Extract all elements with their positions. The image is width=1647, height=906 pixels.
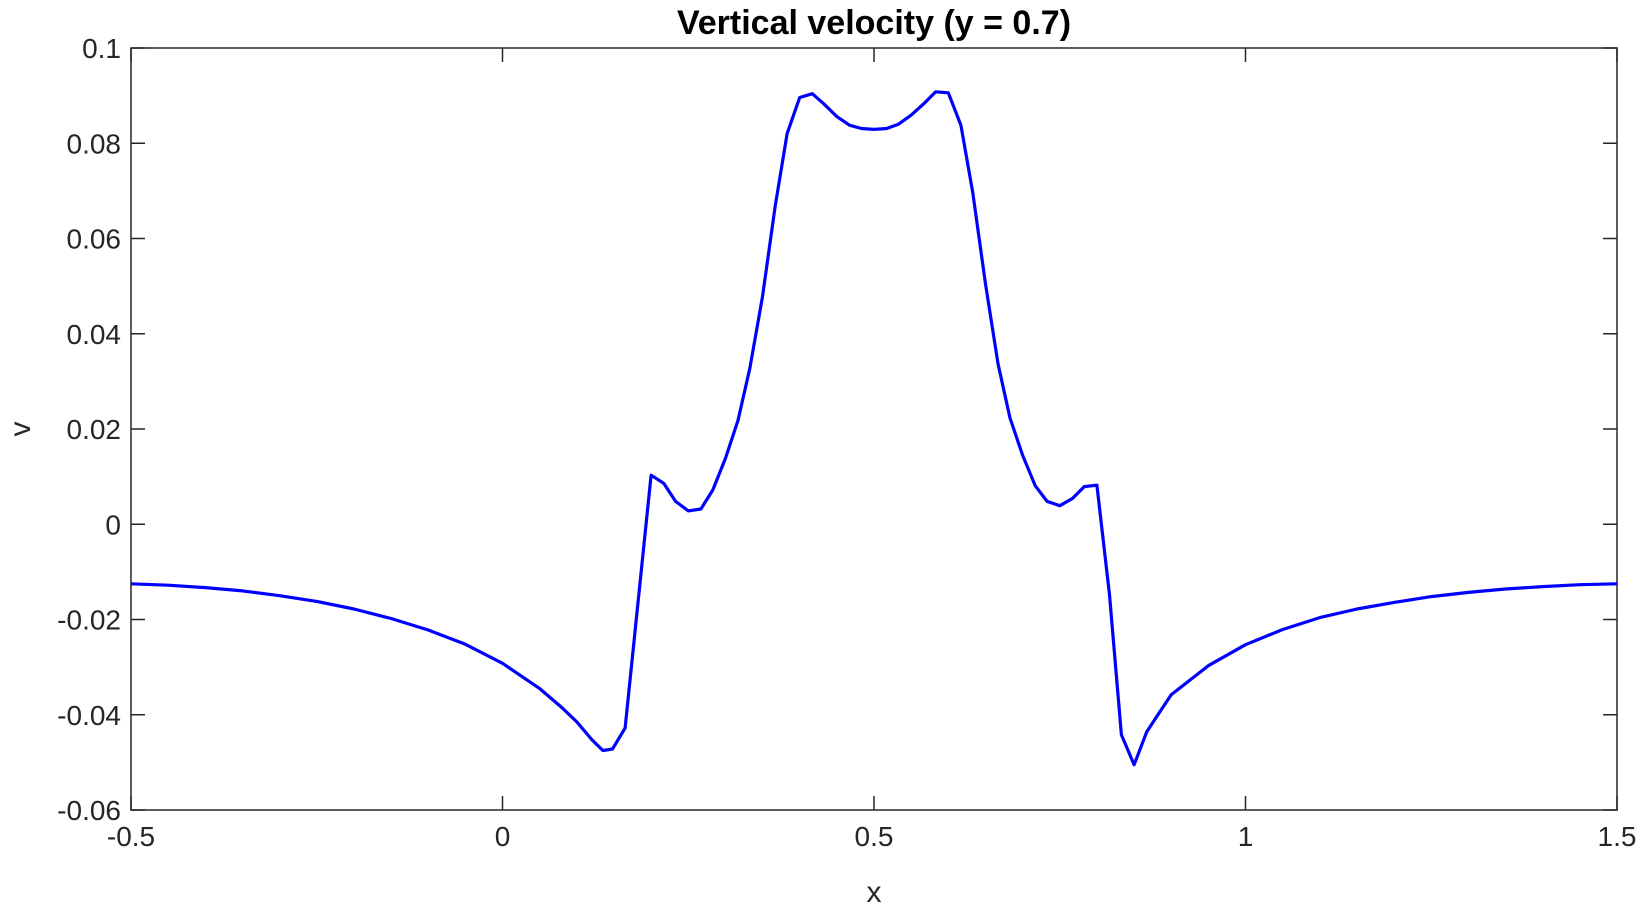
x-tick-label: 0 [495, 821, 511, 852]
y-tick-label: -0.04 [57, 700, 121, 731]
x-tick-label: -0.5 [107, 821, 155, 852]
x-axis: -0.5 0 0.5 1 1.5 [107, 48, 1637, 852]
y-tick-label: -0.06 [57, 795, 121, 826]
chart-title: Vertical velocity (y = 0.7) [677, 4, 1071, 42]
y-tick-label: 0.1 [82, 33, 121, 64]
y-tick-label: 0 [105, 509, 121, 540]
x-tick-label: 1 [1238, 821, 1254, 852]
y-tick-label: 0.02 [67, 414, 122, 445]
y-axis-label: v [4, 422, 37, 437]
x-tick-label: 0.5 [855, 821, 894, 852]
y-tick-label: 0.04 [67, 319, 122, 350]
series-layer [130, 90, 1618, 767]
x-tick-label: 1.5 [1598, 821, 1637, 852]
y-axis: -0.06 -0.04 -0.02 0 0.02 0.04 0.06 0.08 0.1 [57, 33, 1617, 826]
series-line [130, 90, 1618, 767]
plot-area [130, 47, 1618, 811]
y-tick-label: -0.02 [57, 605, 121, 636]
y-tick-label: 0.08 [67, 128, 122, 159]
y-tick-label: 0.06 [67, 224, 122, 255]
x-axis-label: x [867, 876, 882, 906]
